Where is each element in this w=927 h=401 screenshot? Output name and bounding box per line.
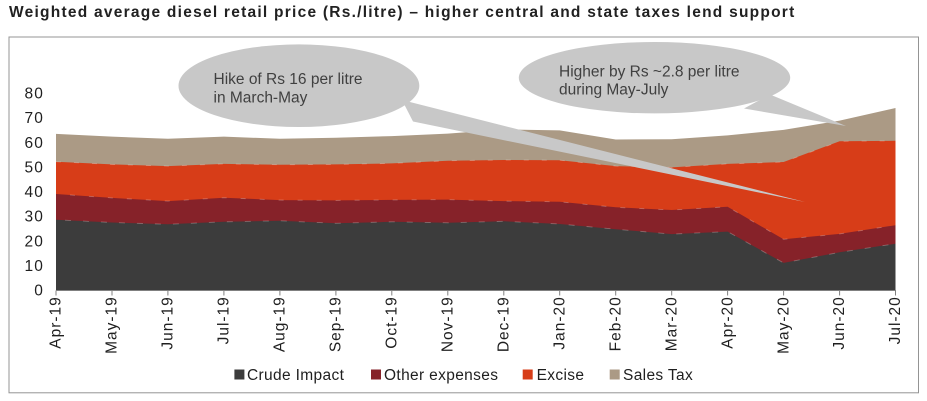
svg-text:Apr-19: Apr-19 xyxy=(48,296,65,349)
svg-text:May-19: May-19 xyxy=(104,296,121,354)
svg-text:10: 10 xyxy=(25,258,44,275)
svg-text:80: 80 xyxy=(25,86,44,103)
svg-text:Jun-20: Jun-20 xyxy=(831,296,848,349)
svg-text:Jul-19: Jul-19 xyxy=(216,296,233,344)
svg-text:Sales Tax: Sales Tax xyxy=(623,367,693,384)
svg-text:Mar-20: Mar-20 xyxy=(663,296,680,351)
svg-text:30: 30 xyxy=(25,209,44,226)
svg-text:Dec-19: Dec-19 xyxy=(495,296,512,352)
svg-text:Higher by Rs ~2.8 per litre: Higher by Rs ~2.8 per litre xyxy=(559,64,739,81)
svg-text:Jan-20: Jan-20 xyxy=(551,296,568,349)
svg-text:Excise: Excise xyxy=(537,367,585,384)
svg-text:Jul-20: Jul-20 xyxy=(887,296,904,344)
svg-text:May-20: May-20 xyxy=(775,296,792,354)
svg-text:Hike of Rs 16 per litre: Hike of Rs 16 per litre xyxy=(214,71,363,88)
svg-text:70: 70 xyxy=(25,110,44,127)
svg-text:Feb-20: Feb-20 xyxy=(607,296,624,351)
svg-text:0: 0 xyxy=(34,283,44,300)
svg-text:in March-May: in March-May xyxy=(214,89,308,106)
svg-text:during May-July: during May-July xyxy=(559,82,669,99)
svg-text:Oct-19: Oct-19 xyxy=(384,296,401,349)
svg-text:50: 50 xyxy=(25,160,44,177)
svg-text:40: 40 xyxy=(25,184,44,201)
svg-text:Apr-20: Apr-20 xyxy=(719,296,736,349)
svg-text:Sep-19: Sep-19 xyxy=(328,296,345,352)
svg-text:Other expenses: Other expenses xyxy=(384,367,498,384)
svg-text:Nov-19: Nov-19 xyxy=(439,296,456,352)
svg-text:Jun-19: Jun-19 xyxy=(160,296,177,349)
svg-text:20: 20 xyxy=(25,233,44,250)
svg-text:60: 60 xyxy=(25,135,44,152)
svg-text:Crude Impact: Crude Impact xyxy=(247,367,345,384)
svg-text:Aug-19: Aug-19 xyxy=(272,296,289,352)
